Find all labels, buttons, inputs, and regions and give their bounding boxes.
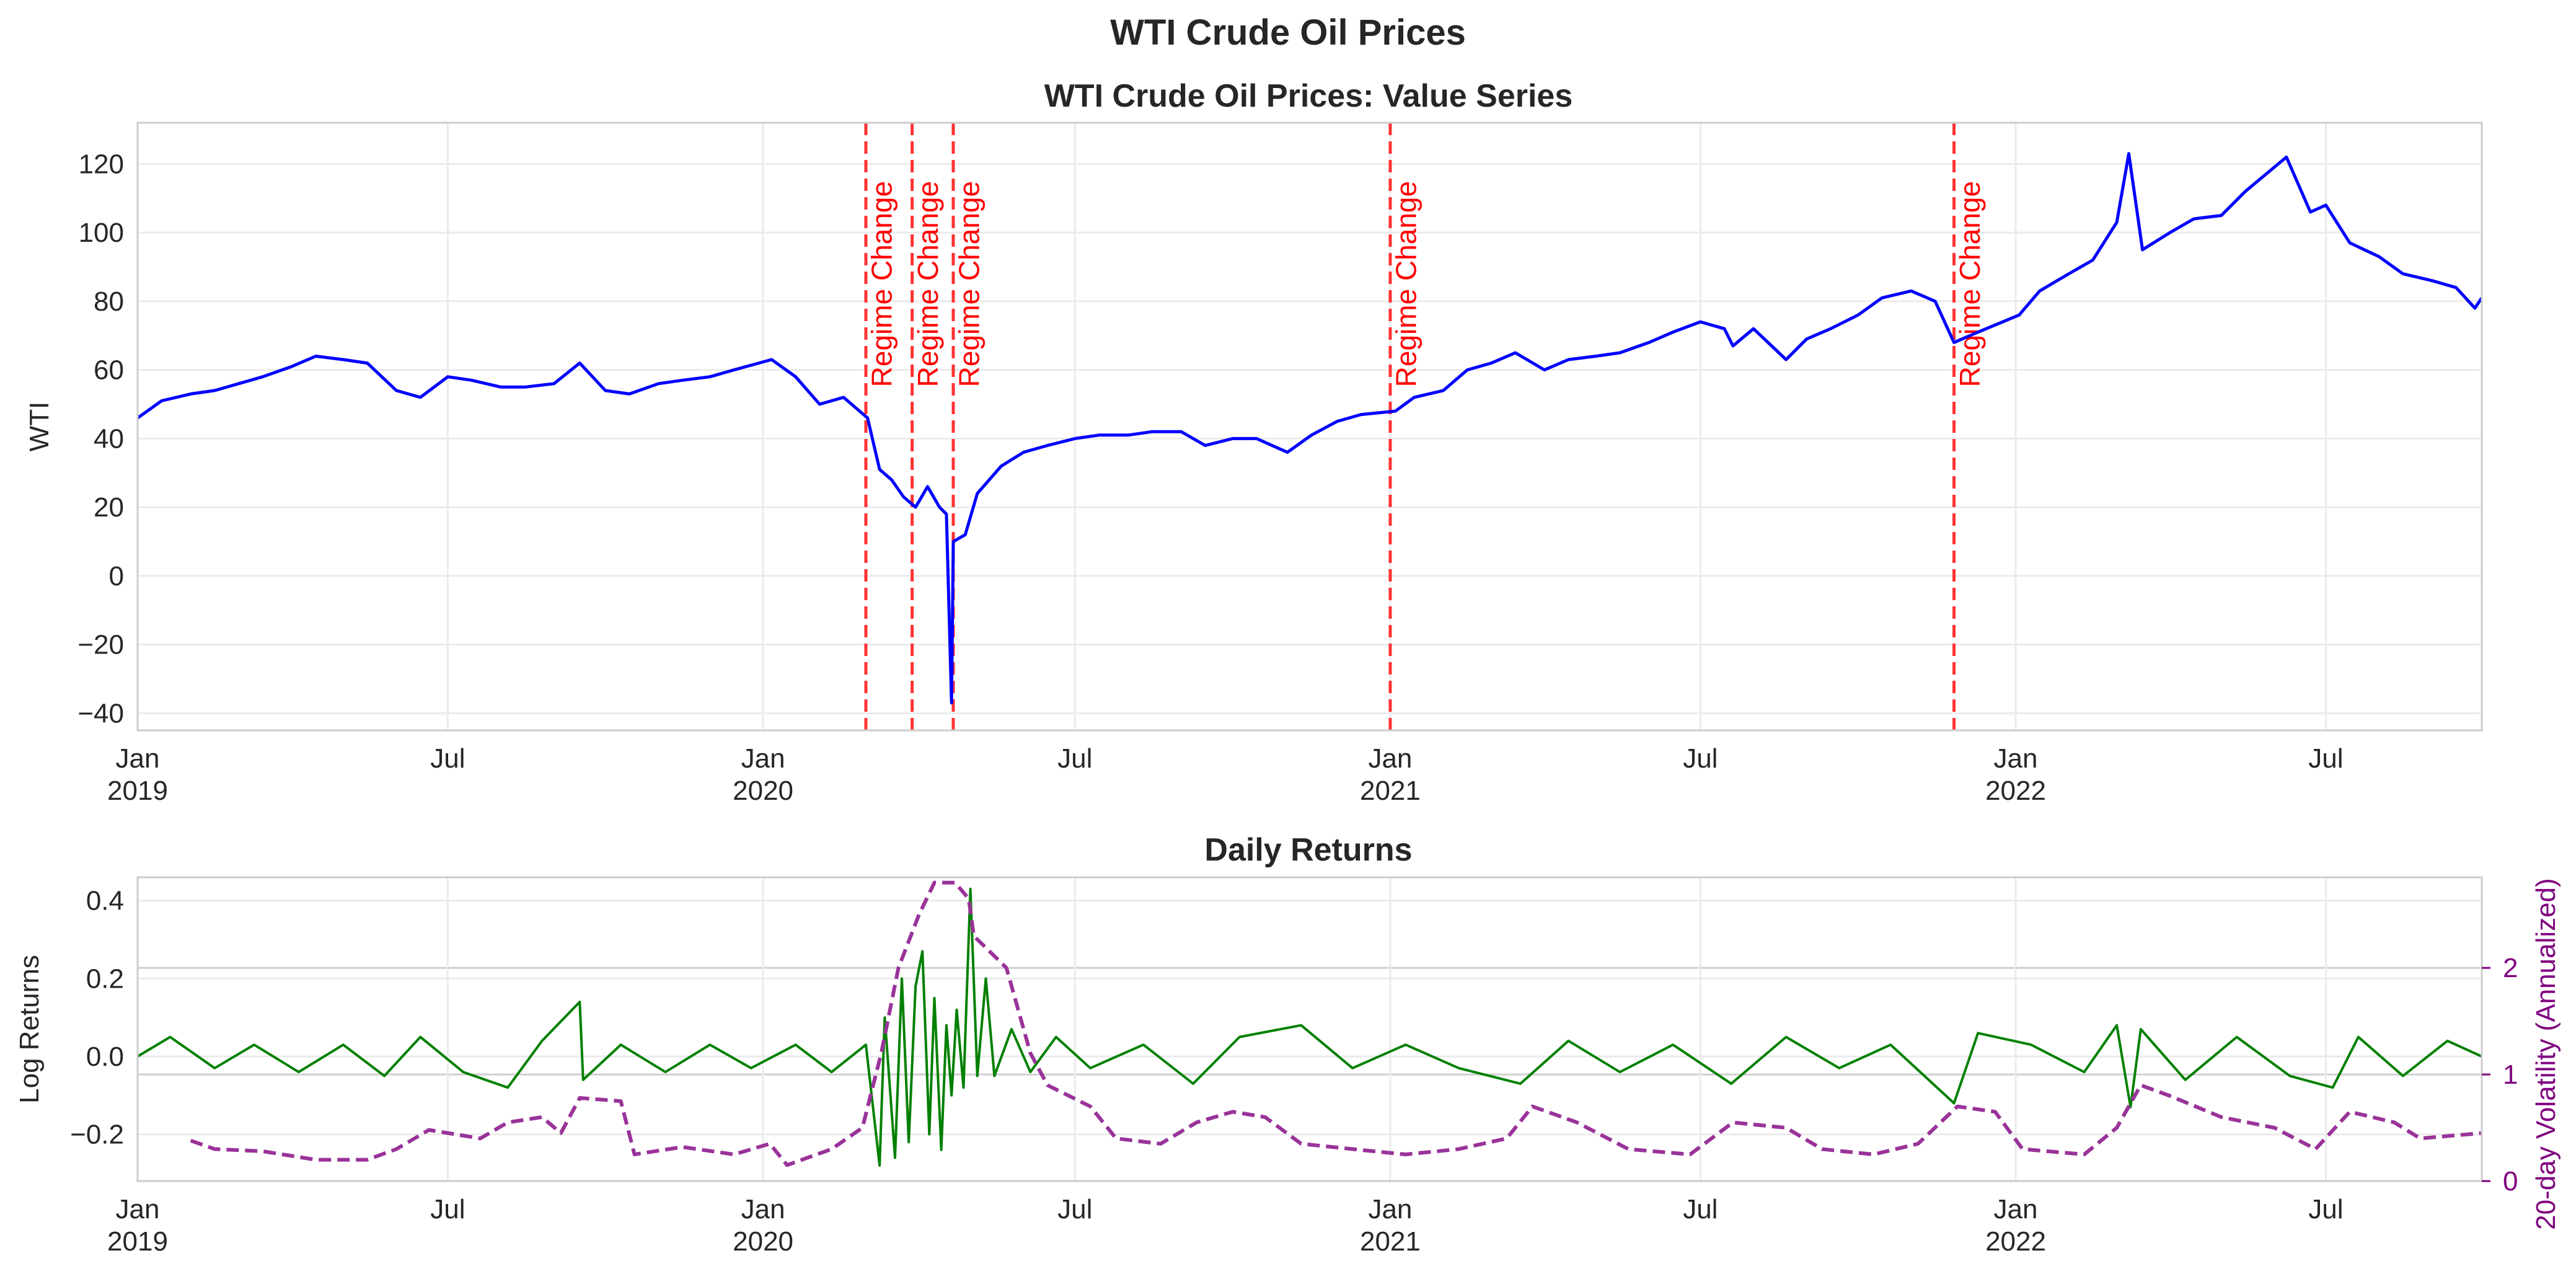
returns-y-tick-label: 0.0 (86, 1042, 124, 1072)
volatility-y-tick-label: 0 (2503, 1166, 2518, 1197)
price-y-tick-label: 80 (94, 286, 124, 317)
price-y-tick-label: −20 (77, 630, 124, 660)
returns-x-tick-label: Jan (1994, 1194, 2038, 1224)
price-x-tick-label: Jul (2308, 743, 2343, 774)
returns-y-ticks: −0.2 0.0 0.2 0.4 (70, 886, 124, 1150)
regime-change-label: Regime Change (1390, 181, 1423, 387)
price-x-tick-label: Jul (1683, 743, 1718, 774)
figure-suptitle: WTI Crude Oil Prices (1110, 12, 1466, 53)
returns-y-tick-label: 0.4 (86, 886, 124, 916)
volatility-y-tick-label: 2 (2503, 953, 2518, 983)
price-x-tick-year: 2022 (1985, 776, 2046, 806)
price-panel: WTI Crude Oil Prices: Value Series Regim… (24, 78, 2484, 806)
volatility-y-axis-label: 20-day Volatility (Annualized) (2531, 878, 2561, 1229)
regime-change-label: Regime Change (866, 181, 898, 387)
volatility-line (190, 880, 2482, 1167)
price-y-tick-label: 40 (94, 423, 124, 454)
price-series (136, 152, 2484, 705)
price-y-ticks: −40 −20 0 20 40 60 80 100 120 (77, 149, 124, 728)
returns-axes-frame (136, 876, 2483, 1182)
returns-x-tick-label: Jan (116, 1194, 160, 1224)
price-y-tick-label: −40 (77, 698, 124, 728)
volatility-y-tick-label: 1 (2503, 1060, 2518, 1090)
returns-x-tick-year: 2019 (107, 1226, 168, 1257)
returns-x-tick-label: Jul (2308, 1194, 2343, 1224)
regime-change-label: Regime Change (912, 181, 944, 387)
volatility-y-ticks: 0 1 2 (2482, 953, 2518, 1197)
returns-series (136, 880, 2482, 1167)
price-x-tick-label: Jan (116, 743, 160, 774)
returns-x-tick-year: 2022 (1985, 1226, 2046, 1257)
returns-x-tick-label: Jul (1683, 1194, 1718, 1224)
log-returns-line (136, 887, 2482, 1167)
price-x-tick-label: Jan (741, 743, 785, 774)
regime-change-label: Regime Change (953, 181, 986, 387)
returns-y-axis-label: Log Returns (14, 955, 45, 1104)
returns-x-tick-label: Jan (1368, 1194, 1412, 1224)
price-y-tick-label: 20 (94, 492, 124, 523)
price-x-tick-label: Jan (1994, 743, 2038, 774)
price-x-tick-label: Jul (1057, 743, 1092, 774)
returns-x-tick-year: 2020 (733, 1226, 793, 1257)
price-x-tick-year: 2020 (733, 776, 793, 806)
price-x-tick-label: Jul (430, 743, 465, 774)
returns-panel: Daily Returns −0.20.00.20.4 012 Jan2019J… (14, 832, 2561, 1257)
returns-x-tick-year: 2021 (1360, 1226, 1421, 1257)
returns-x-tick-label: Jan (741, 1194, 785, 1224)
price-y-tick-label: 0 (109, 561, 124, 591)
regime-change-label: Regime Change (1954, 181, 1986, 387)
price-y-tick-label: 100 (79, 218, 124, 248)
returns-y-tick-label: −0.2 (70, 1120, 124, 1150)
price-x-tick-year: 2019 (107, 776, 168, 806)
price-x-tick-label: Jan (1368, 743, 1412, 774)
price-y-tick-label: 60 (94, 355, 124, 386)
price-y-axis-label: WTI (24, 402, 55, 452)
price-x-tick-year: 2021 (1360, 776, 1421, 806)
returns-y-tick-label: 0.2 (86, 963, 124, 994)
returns-x-tick-label: Jul (430, 1194, 465, 1224)
price-panel-title: WTI Crude Oil Prices: Value Series (1044, 78, 1573, 114)
price-y-tick-label: 120 (79, 149, 124, 179)
returns-panel-title: Daily Returns (1204, 832, 1412, 868)
returns-x-tick-label: Jul (1057, 1194, 1092, 1224)
price-axes-frame (136, 122, 2483, 732)
price-line (136, 152, 2484, 705)
